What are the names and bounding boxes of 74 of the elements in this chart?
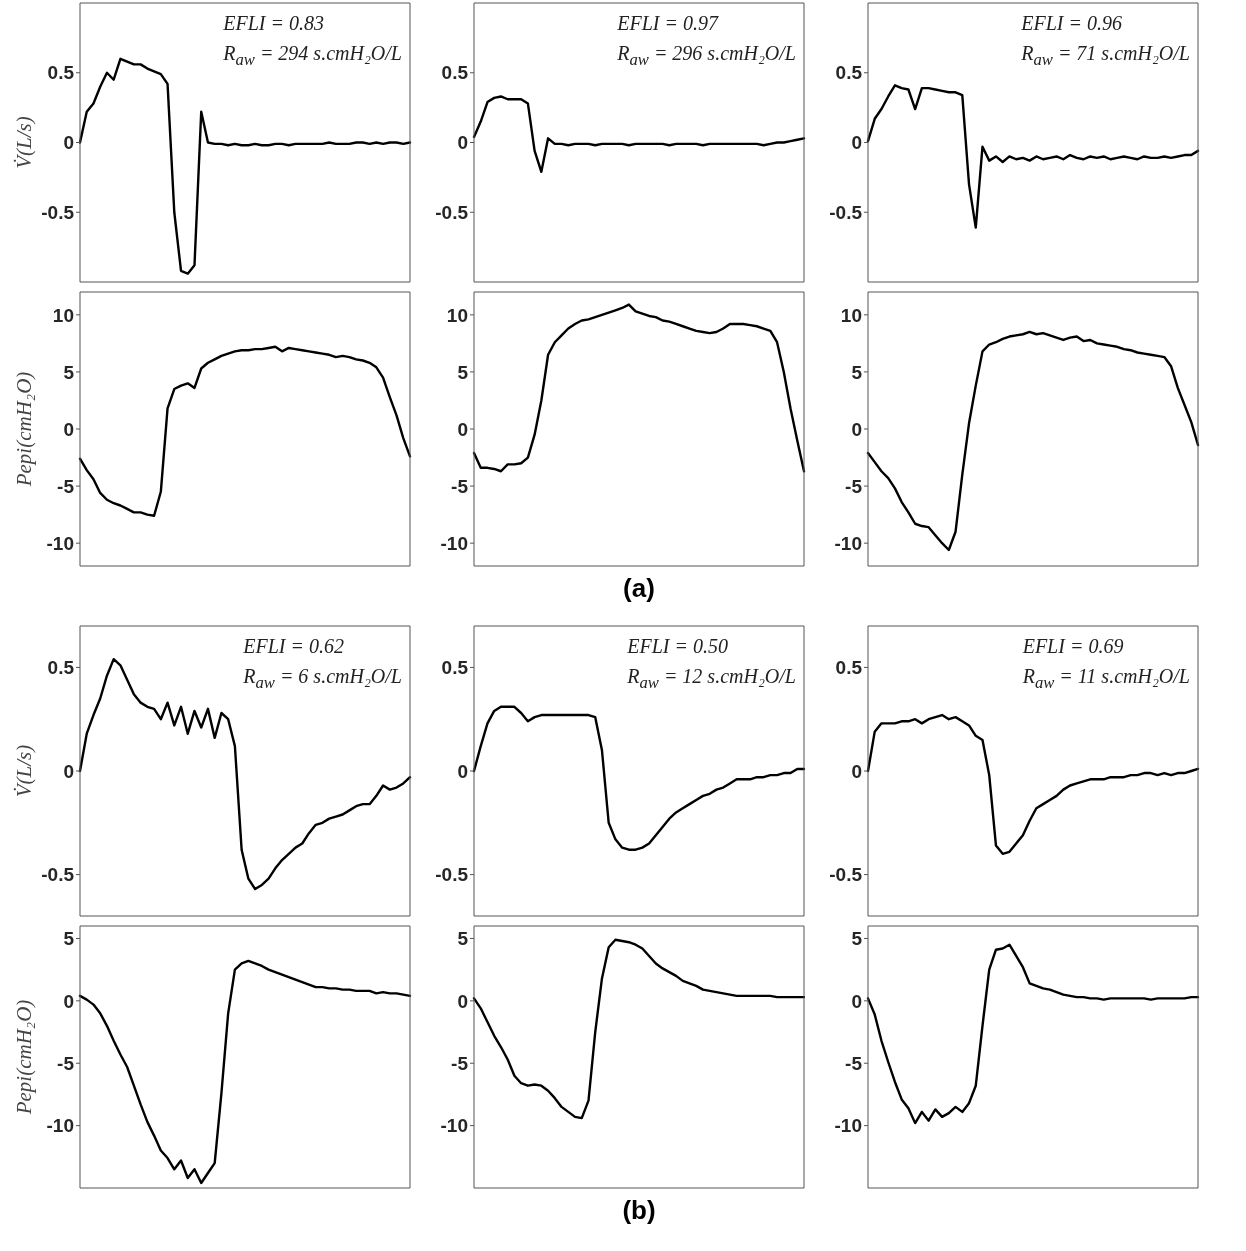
y-tick-label: -5: [57, 1052, 75, 1074]
y-tick-label: 10: [446, 304, 468, 326]
y-tick-label: 0: [851, 760, 862, 782]
y-tick-label: -0.5: [41, 201, 75, 223]
line-series: [78, 959, 412, 1185]
y-tick-label: 0.5: [441, 62, 469, 84]
annotation: EFLI = 0.62: [243, 634, 345, 659]
y-tick-label: 0: [457, 990, 468, 1012]
annotation: R$_{aw}$ = 71 s.cmH₂O/L: [1021, 41, 1190, 71]
annotation: R$_{aw}$ = 296 s.cmH₂O/L: [617, 41, 796, 71]
y-axis-title: V̇(L/s): [12, 744, 37, 798]
line-series: [472, 705, 806, 851]
y-tick-label: 0: [851, 990, 862, 1012]
y-axis-title: V̇(L/s): [12, 116, 37, 169]
y-tick-label: -5: [845, 475, 863, 497]
line-series: [472, 938, 806, 1120]
line-series: [866, 330, 1200, 552]
y-tick-label: -10: [834, 1115, 862, 1137]
y-tick-label: -5: [451, 475, 469, 497]
y-axis-title: Pepi(cmH₂O): [12, 999, 37, 1116]
y-tick-label: 0: [851, 132, 862, 154]
annotation: EFLI = 0.83: [223, 11, 325, 36]
y-tick-label: 0: [457, 132, 468, 154]
y-tick-label: -10: [440, 1115, 468, 1137]
line-series: [78, 657, 412, 891]
annotation: EFLI = 0.96: [1021, 11, 1123, 36]
line-series: [866, 84, 1200, 229]
y-tick-label: 10: [52, 304, 74, 326]
y-tick-label: 0: [457, 760, 468, 782]
y-tick-label: 0: [63, 760, 74, 782]
text: (b): [621, 1195, 657, 1226]
y-tick-label: -0.5: [41, 864, 75, 886]
y-tick-label: 5: [851, 361, 863, 383]
annotation: R$_{aw}$ = 6 s.cmH₂O/L: [243, 664, 402, 694]
line-series: [472, 95, 806, 173]
annotation: R$_{aw}$ = 12 s.cmH₂O/L: [627, 664, 796, 694]
y-tick-label: 5: [457, 361, 469, 383]
y-tick-label: 0: [63, 132, 74, 154]
line-series: [472, 303, 806, 473]
y-tick-label: 5: [851, 928, 863, 950]
line-series: [78, 345, 412, 517]
annotation: R$_{aw}$ = 11 s.cmH₂O/L: [1022, 664, 1190, 694]
y-tick-label: -10: [46, 532, 74, 554]
y-tick-label: 5: [63, 361, 75, 383]
line-series: [866, 943, 1200, 1125]
annotation: EFLI = 0.69: [1022, 634, 1125, 659]
y-tick-label: -5: [57, 475, 75, 497]
y-tick-label: -0.5: [829, 864, 863, 886]
y-tick-label: -5: [845, 1052, 863, 1074]
annotation: EFLI = 0.50: [627, 634, 729, 659]
y-tick-label: -0.5: [435, 201, 469, 223]
y-tick-label: 0: [457, 418, 468, 440]
y-tick-label: 0.5: [441, 657, 469, 679]
y-tick-label: 0.5: [47, 657, 75, 679]
text: (a): [622, 573, 656, 604]
y-tick-label: -0.5: [829, 201, 863, 223]
annotation: R$_{aw}$ = 294 s.cmH₂O/L: [223, 41, 402, 71]
y-tick-label: 0: [63, 990, 74, 1012]
y-tick-label: 0: [851, 418, 862, 440]
y-tick-label: 5: [63, 928, 75, 950]
annotation: EFLI = 0.97: [617, 11, 720, 36]
y-tick-label: -0.5: [435, 864, 469, 886]
y-tick-label: 0.5: [835, 657, 863, 679]
y-tick-label: 5: [457, 928, 469, 950]
y-tick-label: 0.5: [47, 62, 75, 84]
y-tick-label: -10: [834, 532, 862, 554]
y-tick-label: 10: [840, 304, 862, 326]
line-series: [866, 713, 1200, 856]
y-tick-label: 0.5: [835, 62, 863, 84]
y-tick-label: -5: [451, 1052, 469, 1074]
y-tick-label: -10: [440, 532, 468, 554]
y-tick-label: -10: [46, 1115, 74, 1137]
y-axis-title: Pepi(cmH₂O): [12, 371, 37, 488]
y-tick-label: 0: [63, 418, 74, 440]
